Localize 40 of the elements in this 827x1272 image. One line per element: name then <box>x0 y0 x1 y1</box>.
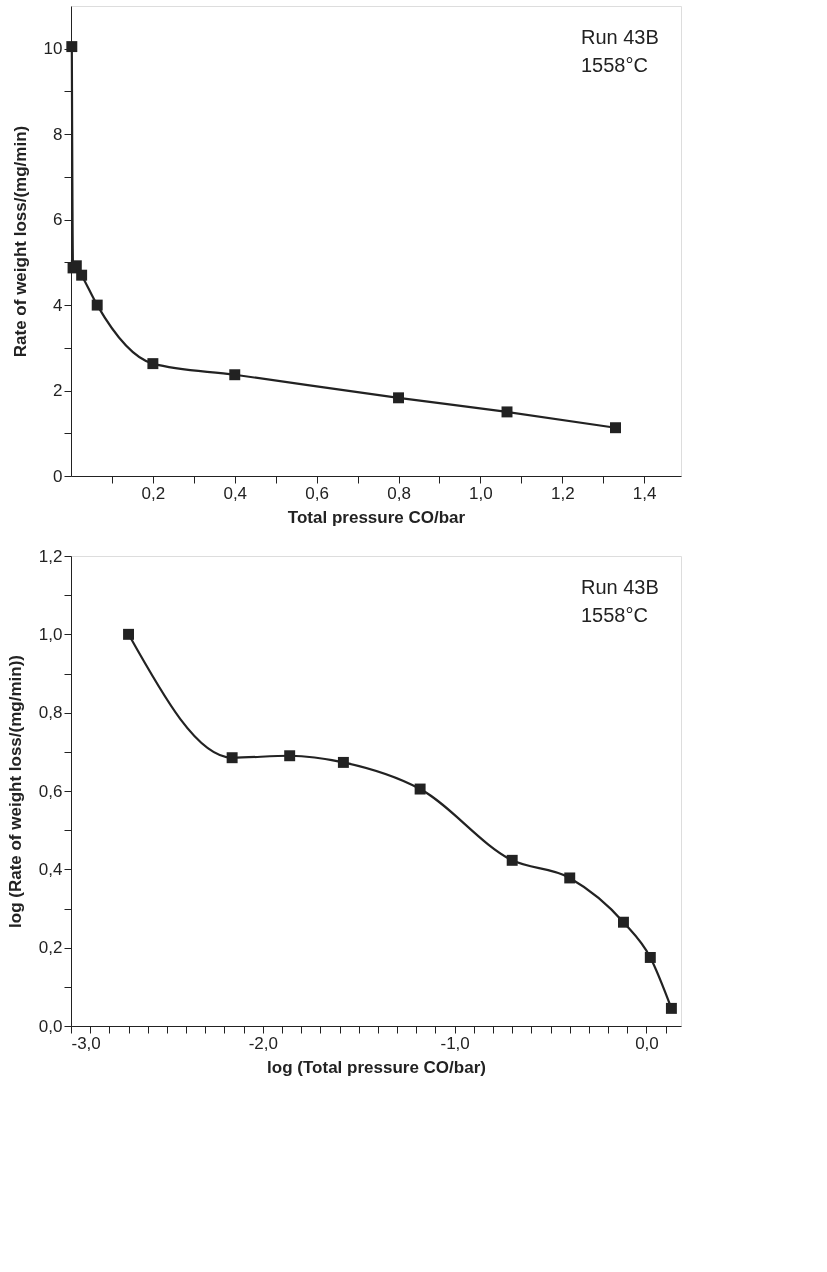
x-tick-label: -2,0 <box>248 1033 278 1053</box>
x-tick-label: 1,0 <box>469 483 493 503</box>
y-tick-label: 0,2 <box>38 938 63 958</box>
point <box>147 358 159 370</box>
point <box>91 299 103 311</box>
annotation: Run 43B <box>581 26 659 48</box>
y-tick-label: 8 <box>53 124 63 144</box>
y-tick-label: 4 <box>53 295 63 315</box>
point <box>229 369 241 381</box>
x-tick-label: 0,8 <box>387 483 411 503</box>
point <box>76 269 88 281</box>
y-tick-label: 2 <box>53 381 63 401</box>
y-tick-label: 10 <box>43 39 63 59</box>
annotation: 1558°C <box>581 604 648 626</box>
x-axis-title: Total pressure CO/bar <box>287 507 466 527</box>
x-tick-label: -1,0 <box>440 1033 470 1053</box>
annotation: 1558°C <box>581 54 648 76</box>
x-tick-label: 1,4 <box>632 483 657 503</box>
x-tick-label: 0,0 <box>635 1033 659 1053</box>
x-tick-label: 0,6 <box>305 483 329 503</box>
y-tick-label: 1,0 <box>38 624 63 644</box>
y-tick-label: 0,6 <box>38 781 63 801</box>
x-tick-label: -3,0 <box>71 1033 101 1053</box>
y-tick-label: 0 <box>53 466 63 486</box>
x-tick-label: 1,2 <box>550 483 575 503</box>
y-axis-title: Rate of weight loss/(mg/min) <box>10 125 30 358</box>
x-tick-label: 0,4 <box>223 483 248 503</box>
y-tick-label: 6 <box>53 210 63 230</box>
y-tick-label: 1,2 <box>38 546 63 566</box>
point <box>501 406 513 418</box>
annotation: Run 43B <box>581 576 659 598</box>
y-axis-title: log (Rate of weight loss/(mg/min)) <box>5 655 25 928</box>
point <box>66 41 78 53</box>
y-tick-label: 0,4 <box>38 859 63 879</box>
x-axis-title: log (Total pressure CO/bar) <box>267 1057 486 1077</box>
y-tick-label: 0,0 <box>38 1016 63 1036</box>
x-tick-label: 0,2 <box>141 483 166 503</box>
point <box>610 422 621 434</box>
y-tick-label: 0,8 <box>38 703 63 723</box>
point <box>393 392 404 404</box>
